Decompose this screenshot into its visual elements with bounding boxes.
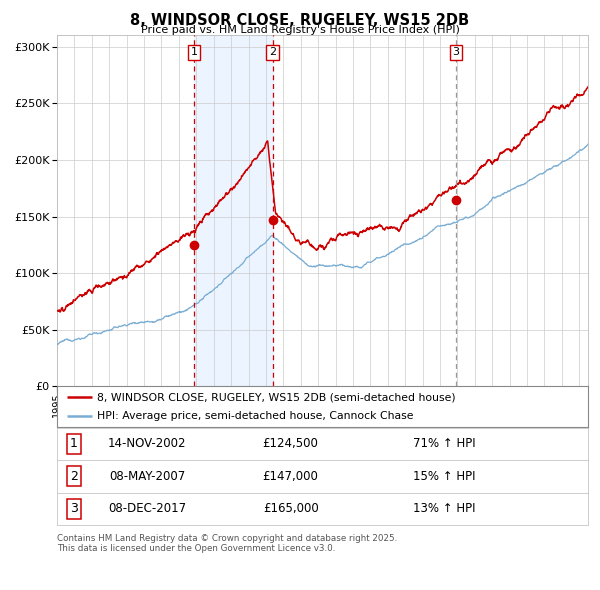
Bar	[194, 35, 272, 386]
Text: 08-DEC-2017: 08-DEC-2017	[108, 502, 187, 516]
Text: Contains HM Land Registry data © Crown copyright and database right 2025.
This d: Contains HM Land Registry data © Crown c…	[57, 534, 397, 553]
Text: 3: 3	[70, 502, 78, 516]
Text: 2: 2	[269, 47, 276, 57]
Text: Price paid vs. HM Land Registry's House Price Index (HPI): Price paid vs. HM Land Registry's House …	[140, 25, 460, 35]
Text: £124,500: £124,500	[263, 437, 319, 451]
Text: 8, WINDSOR CLOSE, RUGELEY, WS15 2DB: 8, WINDSOR CLOSE, RUGELEY, WS15 2DB	[130, 13, 470, 28]
Text: 8, WINDSOR CLOSE, RUGELEY, WS15 2DB (semi-detached house): 8, WINDSOR CLOSE, RUGELEY, WS15 2DB (sem…	[97, 392, 455, 402]
Text: 13% ↑ HPI: 13% ↑ HPI	[413, 502, 475, 516]
Text: HPI: Average price, semi-detached house, Cannock Chase: HPI: Average price, semi-detached house,…	[97, 411, 413, 421]
Text: 2: 2	[70, 470, 78, 483]
Text: 1: 1	[191, 47, 197, 57]
Text: 71% ↑ HPI: 71% ↑ HPI	[413, 437, 475, 451]
Text: 1: 1	[70, 437, 78, 451]
Text: £165,000: £165,000	[263, 502, 319, 516]
Text: 15% ↑ HPI: 15% ↑ HPI	[413, 470, 475, 483]
Text: 08-MAY-2007: 08-MAY-2007	[109, 470, 185, 483]
Text: £147,000: £147,000	[263, 470, 319, 483]
Text: 3: 3	[452, 47, 460, 57]
Text: 14-NOV-2002: 14-NOV-2002	[108, 437, 187, 451]
